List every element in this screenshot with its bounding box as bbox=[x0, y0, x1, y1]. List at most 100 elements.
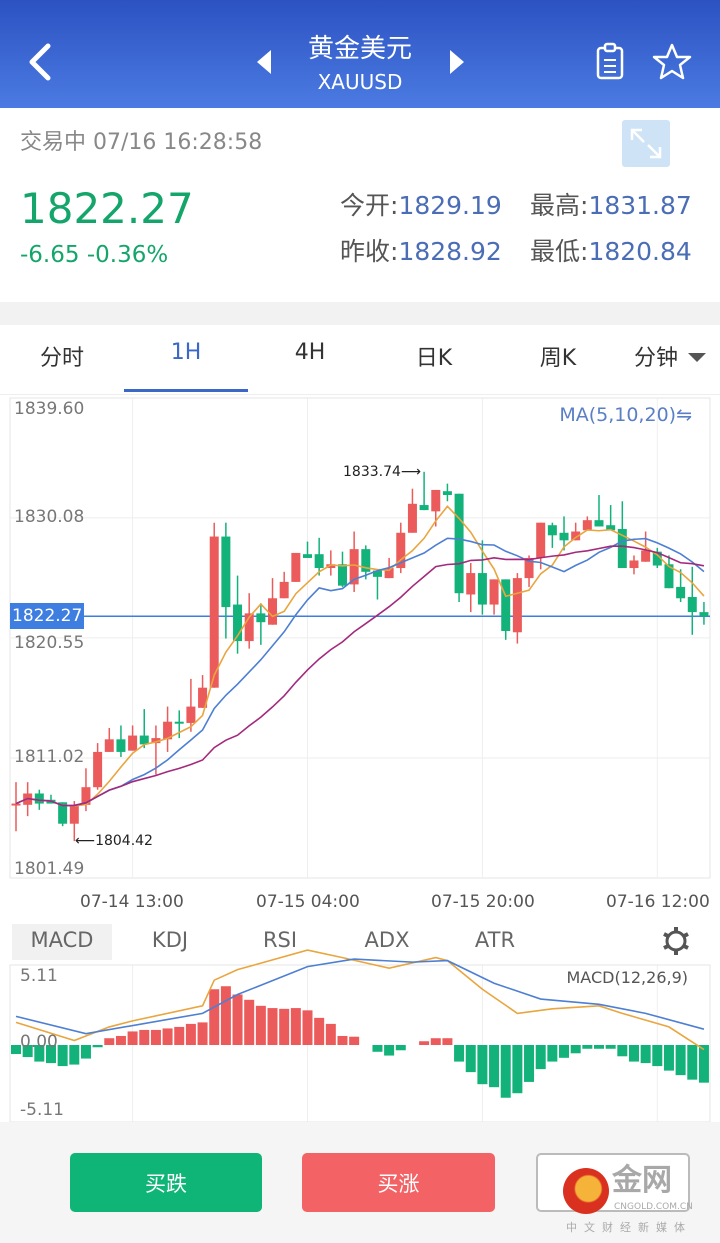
indicator-tab-kdj[interactable]: KDJ bbox=[151, 928, 189, 952]
candle-body bbox=[606, 525, 616, 531]
indicator-tab-atr[interactable]: ATR bbox=[474, 928, 516, 952]
order-button[interactable] bbox=[536, 1153, 690, 1212]
tab-weekly[interactable]: 周K bbox=[539, 346, 577, 371]
macd-histogram-bar bbox=[314, 1017, 325, 1045]
macd-histogram-bar bbox=[500, 1045, 511, 1098]
low-value: 1820.84 bbox=[588, 237, 692, 266]
macd-histogram-bar bbox=[325, 1023, 336, 1045]
macd-histogram-bar bbox=[477, 1045, 488, 1085]
buy-button[interactable]: 买涨 bbox=[302, 1153, 495, 1212]
tab-4h[interactable]: 4H bbox=[294, 340, 326, 365]
active-tab-indicator bbox=[124, 389, 248, 392]
candle-body bbox=[128, 735, 138, 751]
candle-body bbox=[174, 721, 184, 724]
candle-body bbox=[314, 554, 324, 569]
current-price-tag: 1822.27 bbox=[10, 603, 84, 629]
macd-histogram-bar bbox=[57, 1045, 68, 1067]
macd-histogram-bar bbox=[395, 1045, 406, 1051]
candle-body bbox=[372, 570, 382, 577]
macd-histogram-bar bbox=[255, 1005, 266, 1045]
candle-body bbox=[256, 613, 266, 623]
candle-body bbox=[233, 604, 243, 642]
tab-timeshare[interactable]: 分时 bbox=[39, 346, 84, 371]
watermark-slogan: 中文财经新媒体 bbox=[566, 1221, 692, 1234]
candle-body bbox=[268, 598, 278, 625]
low-label: 最低: bbox=[530, 237, 589, 266]
macd-histogram-bar bbox=[419, 1041, 430, 1045]
ma5-line bbox=[15, 505, 705, 807]
active-indicator-bg bbox=[12, 924, 112, 960]
prev-close-value: 1828.92 bbox=[398, 237, 502, 266]
macd-histogram-bar bbox=[127, 1031, 138, 1045]
expand-icon[interactable] bbox=[622, 120, 670, 167]
macd-histogram-bar bbox=[349, 1036, 360, 1045]
star-icon[interactable] bbox=[652, 42, 692, 82]
macd-histogram-bar bbox=[279, 1008, 290, 1045]
tab-minute[interactable]: 分钟 bbox=[634, 346, 679, 371]
candle-body bbox=[687, 597, 697, 613]
candle-body bbox=[676, 586, 686, 599]
indicator-tab-rsi[interactable]: RSI bbox=[262, 928, 298, 952]
macd-histogram-bar bbox=[220, 986, 231, 1045]
gear-icon[interactable] bbox=[660, 925, 692, 957]
macd-histogram-bar bbox=[80, 1045, 91, 1059]
macd-histogram-bar bbox=[640, 1045, 651, 1064]
macd-histogram-bar bbox=[675, 1045, 686, 1076]
high-label: 最高: bbox=[530, 191, 589, 220]
candle-body bbox=[501, 579, 511, 632]
macd-histogram-bar bbox=[11, 1045, 21, 1055]
macd-histogram-bar bbox=[384, 1045, 395, 1056]
candle-body bbox=[186, 706, 196, 723]
macd-histogram-bar bbox=[45, 1045, 56, 1064]
candle-body bbox=[466, 573, 476, 595]
macd-histogram-bar bbox=[594, 1045, 604, 1049]
candle-body bbox=[431, 489, 441, 512]
macd-y-tick: -5.11 bbox=[20, 1100, 64, 1120]
symbol-title: 黄金美元 bbox=[307, 34, 412, 64]
dropdown-caret-icon[interactable] bbox=[688, 353, 706, 363]
tab-daily[interactable]: 日K bbox=[415, 346, 453, 371]
macd-histogram-bar bbox=[559, 1045, 570, 1058]
macd-histogram-bar bbox=[372, 1045, 383, 1052]
macd-histogram-bar bbox=[197, 1022, 208, 1045]
candle-body bbox=[699, 612, 709, 617]
symbol-code: XAUUSD bbox=[317, 70, 403, 94]
y-tick-label: 1839.60 bbox=[14, 399, 85, 419]
macd-y-tick: 5.11 bbox=[20, 966, 58, 986]
macd-histogram-bar bbox=[185, 1023, 196, 1045]
indicator-tab-macd[interactable]: MACD bbox=[30, 928, 94, 952]
candle-body bbox=[139, 735, 149, 745]
candle-body bbox=[489, 579, 499, 605]
low-marker: ⟵1804.42 bbox=[75, 833, 153, 849]
macd-histogram-bar bbox=[605, 1045, 616, 1049]
candle-body bbox=[361, 549, 371, 572]
candle-body bbox=[326, 564, 336, 569]
tab-1h[interactable]: 1H bbox=[170, 340, 202, 365]
candle-body bbox=[559, 532, 569, 541]
open-value: 1829.19 bbox=[398, 191, 502, 220]
macd-histogram-bar bbox=[92, 1045, 103, 1048]
candle-body bbox=[291, 552, 301, 582]
clipboard-icon[interactable] bbox=[594, 42, 628, 82]
candle-body bbox=[81, 787, 91, 805]
candle-body bbox=[641, 550, 651, 562]
next-symbol-icon[interactable] bbox=[448, 50, 464, 74]
candle-body bbox=[11, 803, 21, 806]
ma-indicator-label[interactable]: MA(5,10,20)⇋ bbox=[559, 404, 692, 426]
period-tabs: 分时 1H 4H 日K 周K 分钟 bbox=[0, 325, 720, 395]
candle-body bbox=[116, 739, 126, 752]
candle-body bbox=[279, 581, 289, 599]
back-icon[interactable] bbox=[26, 42, 54, 82]
macd-histogram-bar bbox=[512, 1045, 523, 1094]
candle-body bbox=[442, 491, 452, 495]
macd-histogram-bar bbox=[687, 1045, 698, 1080]
macd-histogram-bar bbox=[174, 1026, 185, 1045]
macd-histogram-bar bbox=[232, 994, 243, 1045]
indicator-tab-adx[interactable]: ADX bbox=[364, 928, 410, 952]
candle-body bbox=[303, 554, 312, 558]
ma20-line bbox=[15, 545, 705, 807]
x-tick-label: 07-15 20:00 bbox=[431, 892, 535, 912]
prev-symbol-icon[interactable] bbox=[257, 50, 273, 74]
sell-button[interactable]: 买跌 bbox=[70, 1153, 262, 1212]
